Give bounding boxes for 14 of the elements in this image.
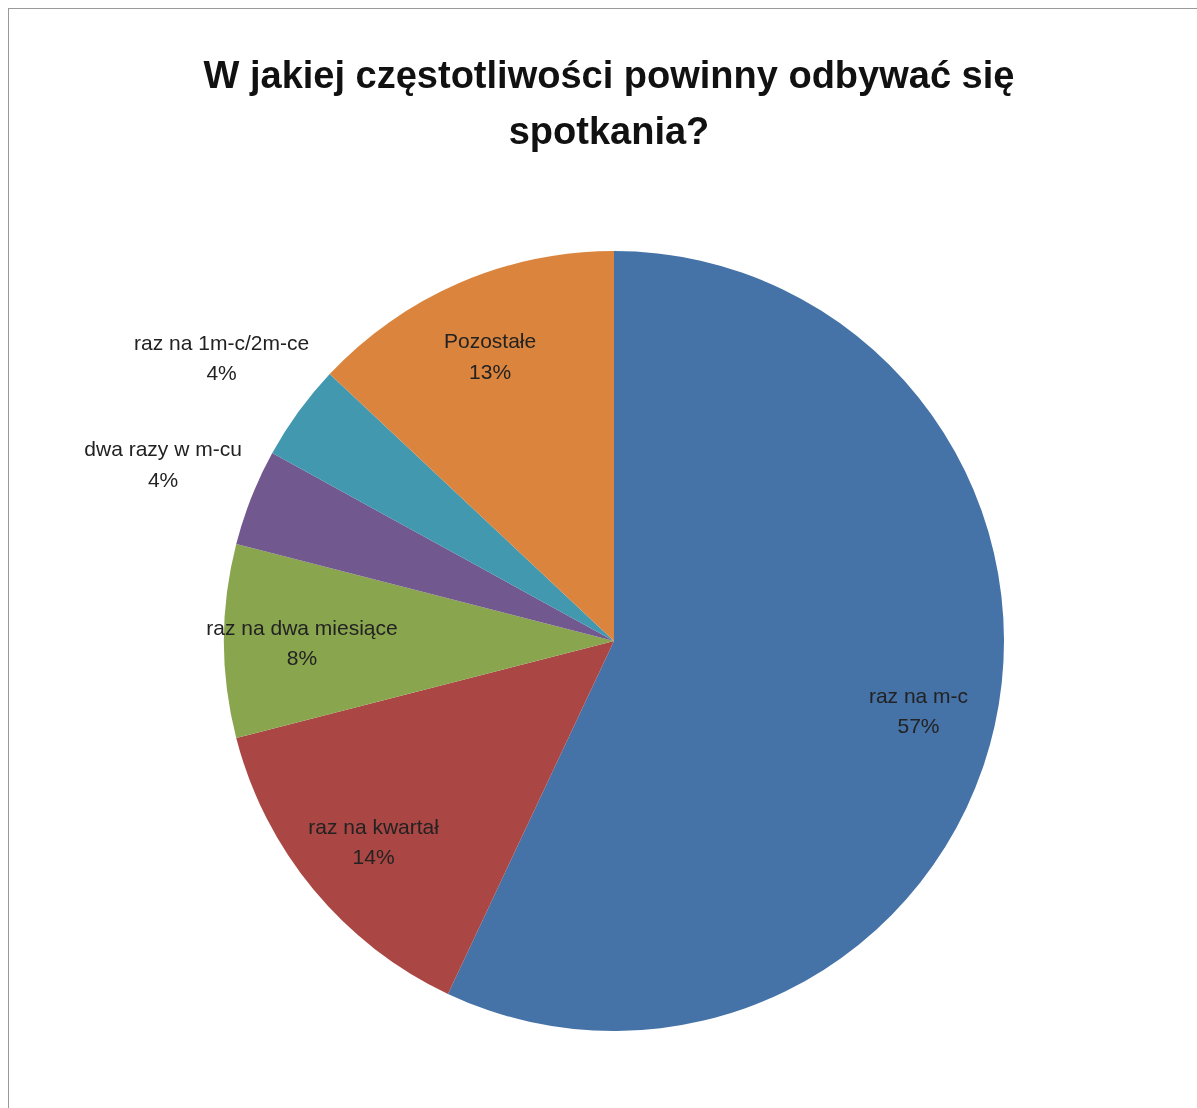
pie-slice <box>236 641 614 994</box>
slice-label: raz na 1m-c/2m-ce <box>134 330 310 354</box>
slice-label: raz na kwartał <box>308 814 440 838</box>
slice-label: Pozostałe <box>443 329 537 353</box>
slice-label: raz na m-c <box>868 683 969 707</box>
pie-slice <box>447 251 1004 1031</box>
chart-title: W jakiej częstotliwości powinny odbywać się spotkania? <box>202 53 1016 154</box>
data-label: 13% <box>469 359 512 383</box>
data-label: 4% <box>206 361 237 385</box>
data-label: 4% <box>147 467 179 491</box>
slice-label: dwa razy w m-cu <box>84 437 242 461</box>
data-label: 14% <box>352 845 395 869</box>
data-label: 8% <box>286 646 318 670</box>
data-label: 57% <box>897 714 940 738</box>
